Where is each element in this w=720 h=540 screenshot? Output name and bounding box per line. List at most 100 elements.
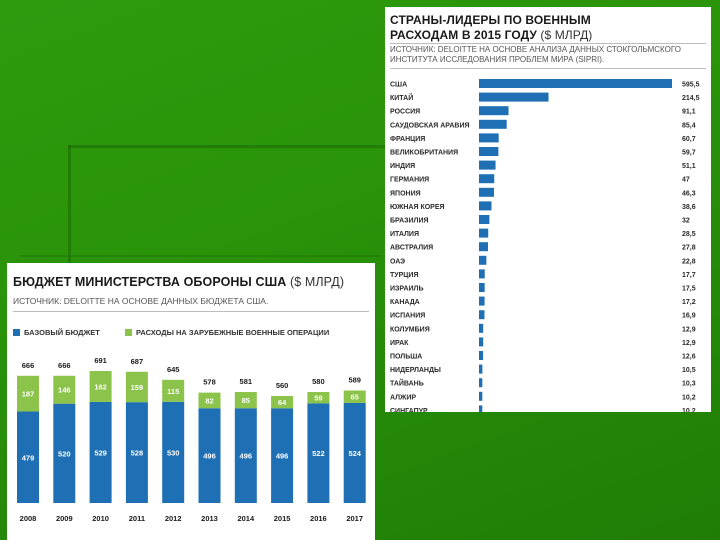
spending-title-line1: СТРАНЫ-ЛИДЕРЫ ПО ВОЕННЫМ: [390, 13, 591, 27]
label-ops-2015: 64: [278, 398, 287, 407]
bar-country-9: [479, 201, 492, 211]
value-label-13: 22,8: [682, 258, 696, 265]
tick-year-2011: 2011: [129, 514, 145, 523]
value-label-0: 595,5: [682, 82, 700, 89]
spending-divider-top: [390, 43, 706, 44]
bar-country-22: [479, 378, 483, 388]
bar-ops-2013: [198, 392, 221, 409]
bar-country-11: [479, 228, 489, 238]
spending-divider-bottom: [390, 68, 706, 69]
bar-ops-2016: [307, 392, 330, 404]
tick-year-2015: 2015: [274, 514, 291, 523]
label-ops-2011: 159: [131, 383, 144, 392]
bar-ops-2010: [89, 371, 112, 402]
country-label-21: НИДЕРЛАНДЫ: [390, 367, 441, 374]
legend-swatch-base: [13, 329, 20, 336]
bar-base-2016: [307, 403, 330, 503]
spending-source-line2: ИНСТИТУТА ИССЛЕДОВАНИЯ ПРОБЛЕМ МИРА (SIP…: [390, 55, 605, 64]
value-label-6: 51,1: [682, 163, 696, 170]
value-label-9: 38,6: [682, 204, 696, 211]
spending-horizontal-bar-chart: США 595,5 КИТАЙ 214,5 РОССИЯ 91,1 САУДОВСКАЯ А…: [390, 79, 700, 412]
budget-divider: [13, 311, 369, 312]
bar-country-1: [479, 92, 549, 102]
bar-country-16: [479, 296, 485, 306]
military-spending-panel: СТРАНЫ-ЛИДЕРЫ ПО ВОЕННЫМ РАСХОДАМ В 2015…: [385, 7, 711, 412]
budget-chart-title: БЮДЖЕТ МИНИСТЕРСТВА ОБОРОНЫ США ($ МЛРД): [13, 275, 344, 289]
label-total-2009: 666: [58, 361, 71, 370]
legend-label-base: БАЗОВЫЙ БЮДЖЕТ: [24, 328, 100, 337]
label-ops-2013: 82: [205, 396, 213, 405]
bar-ops-2012: [162, 379, 185, 402]
country-label-20: ПОЛЬША: [390, 354, 422, 361]
label-total-2016: 580: [312, 377, 325, 386]
label-base-2016: 522: [312, 449, 325, 458]
tick-year-2016: 2016: [310, 514, 327, 523]
label-base-2010: 529: [94, 448, 107, 457]
country-label-23: АЛЖИР: [390, 394, 416, 401]
legend-label-ops: РАСХОДЫ НА ЗАРУБЕЖНЫЕ ВОЕННЫЕ ОПЕРАЦИИ: [136, 328, 330, 337]
bar-country-2: [479, 106, 509, 116]
bar-country-5: [479, 147, 499, 156]
label-total-2014: 581: [240, 377, 253, 386]
value-label-10: 32: [682, 218, 690, 225]
label-ops-2010: 162: [94, 382, 107, 391]
spending-source-line1: ИСТОЧНИК: DELOITTE НА ОСНОВЕ АНАЛИЗА ДАН…: [390, 45, 681, 54]
country-label-5: ВЕЛИКОБРИТАНИЯ: [390, 150, 458, 157]
country-label-19: ИРАК: [390, 340, 409, 347]
country-label-8: ЯПОНИЯ: [390, 190, 421, 197]
bar-base-2010: [89, 401, 112, 503]
value-label-24: 10,2: [682, 408, 696, 412]
budget-source: ИСТОЧНИК: DELOITTE НА ОСНОВЕ ДАННЫХ БЮДЖ…: [13, 296, 269, 306]
country-label-7: ГЕРМАНИЯ: [390, 177, 429, 184]
budget-stacked-bar-chart: 479 187 666 2008 520 146 666 2009 529 162 691 2010 5…: [17, 356, 366, 523]
bar-country-17: [479, 310, 485, 320]
defense-budget-panel: БЮДЖЕТ МИНИСТЕРСТВА ОБОРОНЫ США ($ МЛРД)…: [7, 263, 375, 540]
label-ops-2009: 146: [58, 386, 71, 395]
bar-country-14: [479, 269, 485, 279]
bar-country-6: [479, 160, 496, 170]
label-base-2009: 520: [58, 449, 71, 458]
value-label-15: 17,5: [682, 286, 696, 293]
bar-country-8: [479, 187, 495, 197]
bar-ops-2009: [53, 375, 76, 404]
bar-country-7: [479, 174, 495, 184]
label-total-2012: 645: [167, 365, 180, 374]
bar-country-4: [479, 133, 499, 143]
bar-ops-2008: [17, 375, 39, 412]
label-ops-2014: 85: [242, 396, 250, 405]
country-label-22: ТАЙВАНЬ: [390, 379, 424, 388]
country-label-17: ИСПАНИЯ: [390, 313, 425, 320]
country-label-0: США: [390, 82, 407, 89]
spending-title-line2: РАСХОДАМ В 2015 ГОДУ: [390, 28, 537, 42]
country-label-24: СИНГАПУР: [390, 408, 428, 412]
tick-year-2012: 2012: [165, 514, 182, 523]
country-label-1: КИТАЙ: [390, 93, 413, 102]
bar-country-19: [479, 337, 484, 347]
country-label-4: ФРАНЦИЯ: [390, 136, 425, 143]
value-label-5: 59,7: [682, 150, 696, 157]
background-line-vertical: [68, 145, 71, 265]
label-base-2012: 530: [167, 448, 180, 457]
bar-ops-2017: [343, 390, 366, 403]
budget-title-main: БЮДЖЕТ МИНИСТЕРСТВА ОБОРОНЫ США: [13, 275, 287, 289]
value-label-14: 17,7: [682, 272, 696, 279]
budget-title-unit: ($ МЛРД): [289, 275, 345, 289]
value-label-3: 85,4: [682, 122, 696, 129]
value-label-21: 10,5: [682, 367, 696, 374]
value-label-7: 47: [682, 177, 690, 184]
value-label-16: 17,2: [682, 299, 696, 306]
value-label-17: 16,9: [682, 313, 696, 320]
country-label-18: КОЛУМБИЯ: [390, 326, 430, 333]
country-label-9: ЮЖНАЯ КОРЕЯ: [390, 204, 445, 211]
tick-year-2017: 2017: [346, 514, 363, 523]
bar-base-2008: [17, 411, 39, 503]
spending-title-line2-wrap: РАСХОДАМ В 2015 ГОДУ ($ МЛРД): [390, 28, 592, 42]
label-ops-2017: 65: [351, 393, 359, 402]
value-label-2: 91,1: [682, 109, 696, 116]
label-total-2010: 691: [94, 356, 107, 365]
value-label-11: 28,5: [682, 231, 696, 238]
country-label-12: АВСТРАЛИЯ: [390, 245, 433, 252]
value-label-20: 12,6: [682, 354, 696, 361]
label-base-2008: 479: [22, 453, 35, 462]
bar-base-2011: [125, 402, 148, 503]
